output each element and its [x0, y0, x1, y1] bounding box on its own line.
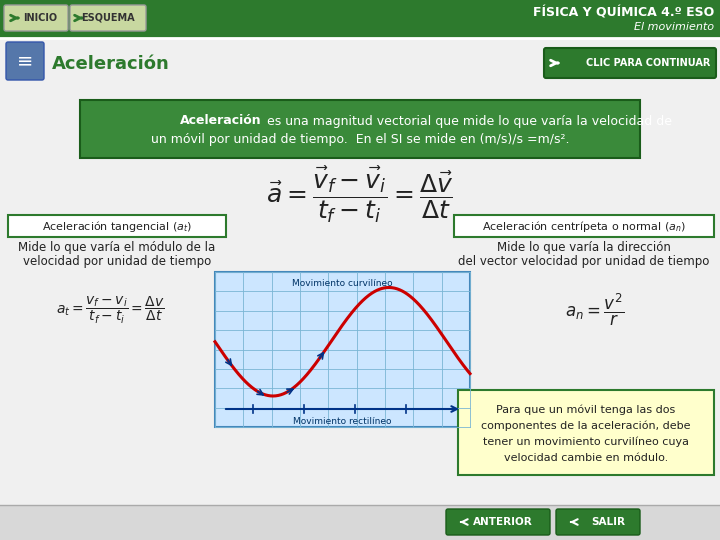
FancyBboxPatch shape: [8, 215, 226, 237]
Text: $\vec{a} = \dfrac{\vec{v}_f - \vec{v}_i}{t_f - t_i} = \dfrac{\Delta\vec{v}}{\Del: $\vec{a} = \dfrac{\vec{v}_f - \vec{v}_i}…: [266, 165, 454, 225]
Text: Aceleración: Aceleración: [52, 55, 170, 73]
FancyBboxPatch shape: [454, 215, 714, 237]
Text: ANTERIOR: ANTERIOR: [473, 517, 533, 527]
FancyBboxPatch shape: [446, 509, 550, 535]
FancyBboxPatch shape: [458, 390, 714, 475]
Text: Mide lo que varía la dirección: Mide lo que varía la dirección: [497, 241, 671, 254]
FancyBboxPatch shape: [6, 42, 44, 80]
FancyBboxPatch shape: [0, 505, 720, 540]
FancyBboxPatch shape: [4, 5, 68, 31]
Text: Aceleración tangencial ($a_t$): Aceleración tangencial ($a_t$): [42, 219, 192, 233]
Text: INICIO: INICIO: [23, 13, 57, 23]
FancyBboxPatch shape: [556, 509, 640, 535]
FancyBboxPatch shape: [70, 5, 146, 31]
Text: Movimiento curvilíneo: Movimiento curvilíneo: [292, 280, 393, 288]
Text: es una magnitud vectorial que mide lo que varía la velocidad de: es una magnitud vectorial que mide lo qu…: [263, 114, 672, 127]
FancyBboxPatch shape: [544, 48, 716, 78]
Text: El movimiento: El movimiento: [634, 22, 714, 32]
Text: tener un movimiento curvilíneo cuya: tener un movimiento curvilíneo cuya: [483, 437, 689, 447]
Text: Aceleración centrípeta o normal ($a_n$): Aceleración centrípeta o normal ($a_n$): [482, 219, 686, 233]
FancyBboxPatch shape: [0, 90, 720, 505]
Text: $a_n = \dfrac{v^2}{r}$: $a_n = \dfrac{v^2}{r}$: [565, 292, 624, 328]
Text: Mide lo que varía el módulo de la: Mide lo que varía el módulo de la: [19, 241, 215, 254]
Text: ≡: ≡: [17, 51, 33, 71]
Text: del vector velocidad por unidad de tiempo: del vector velocidad por unidad de tiemp…: [459, 255, 710, 268]
Text: FÍSICA Y QUÍMICA 4.º ESO: FÍSICA Y QUÍMICA 4.º ESO: [533, 6, 714, 19]
Text: CLIC PARA CONTINUAR: CLIC PARA CONTINUAR: [586, 58, 710, 68]
Text: velocidad por unidad de tiempo: velocidad por unidad de tiempo: [23, 255, 211, 268]
FancyBboxPatch shape: [0, 38, 720, 90]
Text: velocidad cambie en módulo.: velocidad cambie en módulo.: [504, 453, 668, 463]
FancyBboxPatch shape: [80, 100, 640, 158]
Text: Aceleración: Aceleración: [180, 114, 261, 127]
FancyBboxPatch shape: [0, 0, 720, 38]
Text: Movimiento rectilíneo: Movimiento rectilíneo: [293, 416, 392, 426]
Text: $a_t = \dfrac{v_f - v_i}{t_f - t_i} = \dfrac{\Delta v}{\Delta t}$: $a_t = \dfrac{v_f - v_i}{t_f - t_i} = \d…: [55, 294, 164, 326]
Text: componentes de la aceleración, debe: componentes de la aceleración, debe: [481, 421, 690, 431]
Text: Para que un móvil tenga las dos: Para que un móvil tenga las dos: [496, 405, 675, 415]
Text: SALIR: SALIR: [591, 517, 625, 527]
Text: un móvil por unidad de tiempo.  En el SI se mide en (m/s)/s =m/s².: un móvil por unidad de tiempo. En el SI …: [150, 133, 570, 146]
FancyBboxPatch shape: [215, 272, 470, 427]
Text: ESQUEMA: ESQUEMA: [81, 13, 135, 23]
